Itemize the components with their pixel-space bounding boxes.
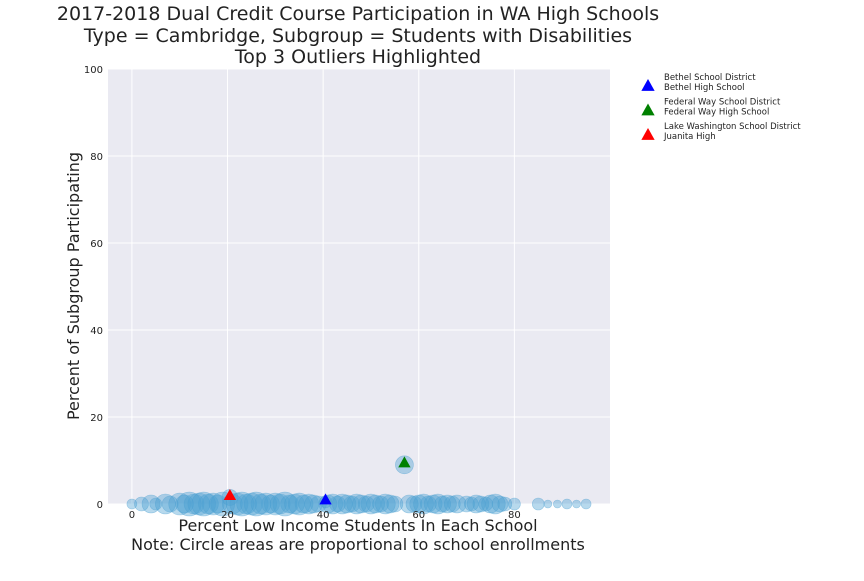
- chart-title-line-2: Type = Cambridge, Subgroup = Students wi…: [83, 25, 632, 47]
- school-point: [420, 495, 437, 513]
- chart-title-line-3: Top 3 Outliers Highlighted: [234, 46, 481, 68]
- legend-district: Federal Way School District: [664, 98, 781, 108]
- school-point: [508, 497, 521, 511]
- y-axis-title: Percent of Subgroup Participating: [64, 152, 83, 420]
- school-point: [254, 492, 278, 516]
- x-tick-label: 60: [412, 510, 425, 521]
- legend-school: Juanita High: [663, 132, 716, 142]
- school-point: [443, 495, 461, 513]
- school-point: [447, 494, 467, 514]
- school-point: [380, 494, 400, 514]
- plot-area: [108, 69, 610, 504]
- school-point: [343, 495, 361, 513]
- school-point: [168, 492, 192, 516]
- school-point: [561, 498, 573, 510]
- outlier-markers: [223, 456, 411, 505]
- school-point: [386, 495, 404, 513]
- school-point: [264, 492, 287, 516]
- school-point: [357, 495, 375, 513]
- y-tick-label: 0: [97, 500, 103, 511]
- school-point: [191, 491, 216, 517]
- y-tick-label: 80: [90, 152, 103, 163]
- legend-marker: [641, 103, 655, 116]
- legend-marker: [641, 79, 655, 91]
- legend-school: Federal Way High School: [664, 108, 769, 118]
- y-tick-label: 40: [90, 326, 103, 337]
- school-point: [176, 491, 202, 517]
- school-point: [161, 495, 179, 513]
- school-point: [497, 496, 513, 512]
- school-point: [201, 492, 225, 516]
- school-point: [261, 494, 280, 514]
- school-point: [269, 493, 291, 515]
- school-point: [374, 493, 396, 515]
- school-point: [372, 495, 389, 513]
- tick-labels: 0 20 40 60 80 0 20 40 60 80 100: [84, 65, 521, 521]
- x-axis-title-line-2: Note: Circle areas are proportional to s…: [131, 535, 585, 554]
- legend-district: Bethel School District: [664, 73, 756, 83]
- legend-school: Bethel High School: [664, 83, 745, 93]
- school-point: [531, 497, 545, 511]
- legend-district: Lake Washington School District: [664, 122, 801, 132]
- school-point: [458, 495, 475, 513]
- school-point: [491, 495, 509, 513]
- outlier-triangle: [223, 488, 237, 501]
- school-point: [405, 495, 423, 513]
- school-point: [399, 494, 419, 514]
- school-point: [229, 491, 255, 517]
- outlier-triangle: [398, 456, 411, 468]
- y-tick-label: 20: [90, 413, 103, 424]
- x-tick-label: 20: [221, 510, 234, 521]
- school-point: [243, 491, 269, 517]
- school-point: [272, 491, 298, 517]
- school-point: [134, 496, 149, 512]
- school-point: [141, 494, 161, 514]
- school-point: [572, 499, 581, 509]
- school-point: [472, 495, 490, 513]
- legend-marker: [641, 128, 655, 140]
- school-point: [543, 499, 553, 509]
- chart-title-line-1: 2017-2018 Dual Credit Course Participati…: [57, 3, 659, 25]
- school-point: [413, 493, 434, 515]
- school-point: [434, 495, 451, 513]
- school-point: [126, 498, 138, 510]
- school-point: [149, 497, 163, 511]
- y-tick-label: 100: [84, 65, 103, 76]
- outlier-triangle: [319, 493, 332, 505]
- school-point: [337, 494, 357, 514]
- x-axis-title-line-1: Percent Low Income Students In Each Scho…: [178, 516, 537, 535]
- school-point: [553, 499, 562, 509]
- x-tick-label: 40: [317, 510, 330, 521]
- x-tick-label: 0: [129, 510, 135, 521]
- school-point: [438, 494, 457, 514]
- x-tick-label: 80: [508, 510, 521, 521]
- school-point: [580, 498, 592, 510]
- y-tick-label: 60: [90, 239, 103, 250]
- school-point: [366, 494, 386, 514]
- school-point: [352, 494, 371, 514]
